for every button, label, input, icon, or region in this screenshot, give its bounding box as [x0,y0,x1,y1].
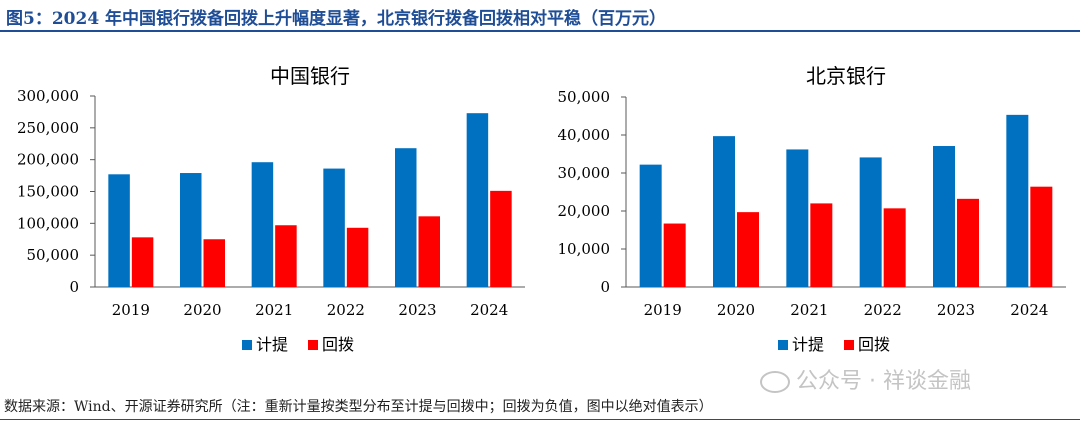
y-tick-label: 200,000 [17,151,79,169]
y-tick-label: 0 [69,278,79,296]
y-tick-label: 250,000 [17,119,79,137]
y-tick-label: 50,000 [27,246,80,264]
x-tick-label: 2023 [937,301,975,319]
legend-swatch [242,340,252,350]
bar-writeback-2019 [663,223,686,287]
bar-writeback-2022 [346,227,369,287]
chart-bank-of-china: 中国银行 0 50,000 100,000 150,000 200,000 250,000 3… [17,64,525,354]
x-tick-label: 2022 [327,301,365,319]
bar-writeback-2021 [275,225,297,287]
legend-label: 计提 [256,335,288,354]
bar-writeback-2023 [418,216,440,287]
x-tick-label: 2021 [790,301,828,319]
bar-provision-2020 [180,173,202,287]
y-tick-label: 300,000 [17,87,79,105]
bar-provision-2021 [786,149,809,287]
y-tick-label: 10,000 [558,240,611,258]
bar-provision-2019 [108,174,130,287]
bar-writeback-2019 [131,237,154,287]
bar-provision-2019 [639,164,662,287]
y-tick-label: 30,000 [558,164,611,182]
watermark-text: 公众号 · 祥谈金融 [796,369,971,394]
x-tick-label: 2020 [183,301,221,319]
legend-label: 回拨 [322,335,354,354]
chart-title: 中国银行 [270,64,350,88]
bar-writeback-2022 [883,208,906,287]
bar-provision-2022 [859,157,882,287]
title-divider [0,30,1080,32]
x-tick-label: 2019 [644,301,682,319]
x-tick-label: 2019 [112,301,150,319]
legend-label: 回拨 [858,335,890,354]
x-tick-label: 2022 [864,301,902,319]
chart-bank-of-beijing: 北京银行 0 10,000 20,000 30,000 40,000 50,000 2019 2… [558,64,1066,354]
data-source-note: 数据来源：Wind、开源证券研究所（注：重新计量按类型分布至计提与回拨中；回拨为… [4,399,713,415]
y-tick-label: 150,000 [17,183,79,201]
legend-swatch [844,340,854,350]
y-tick-label: 50,000 [558,88,611,106]
x-tick-label: 2020 [717,301,755,319]
bar-writeback-2020 [737,212,759,287]
bar-provision-2023 [933,146,955,287]
watermark: 公众号 · 祥谈金融 [760,363,971,395]
bar-provision-2024 [1006,114,1029,287]
bar-writeback-2024 [1030,186,1053,287]
bar-provision-2021 [251,162,274,287]
bar-writeback-2020 [203,239,225,287]
bottom-divider [0,419,1080,420]
bar-provision-2022 [323,168,345,287]
y-tick-label: 100,000 [17,214,79,232]
bar-provision-2020 [713,136,735,287]
legend-swatch [308,340,318,350]
wechat-icon [760,371,790,393]
bar-provision-2023 [395,148,417,287]
x-tick-label: 2023 [398,301,436,319]
chart-title: 北京银行 [806,64,886,88]
bar-provision-2024 [466,113,489,287]
y-tick-label: 0 [600,278,610,296]
legend-swatch [778,340,788,350]
figure-title: 图5：2024 年中国银行拨备回拨上升幅度显著，北京银行拨备回拨相对平稳（百万元… [6,9,667,29]
bar-writeback-2023 [957,198,979,287]
x-tick-label: 2021 [255,301,293,319]
y-tick-label: 40,000 [558,126,611,144]
x-tick-label: 2024 [470,301,508,319]
bar-writeback-2024 [490,190,512,287]
y-tick-label: 20,000 [558,202,611,220]
legend-label: 计提 [792,335,824,354]
x-tick-label: 2024 [1010,301,1048,319]
bar-writeback-2021 [810,203,833,287]
